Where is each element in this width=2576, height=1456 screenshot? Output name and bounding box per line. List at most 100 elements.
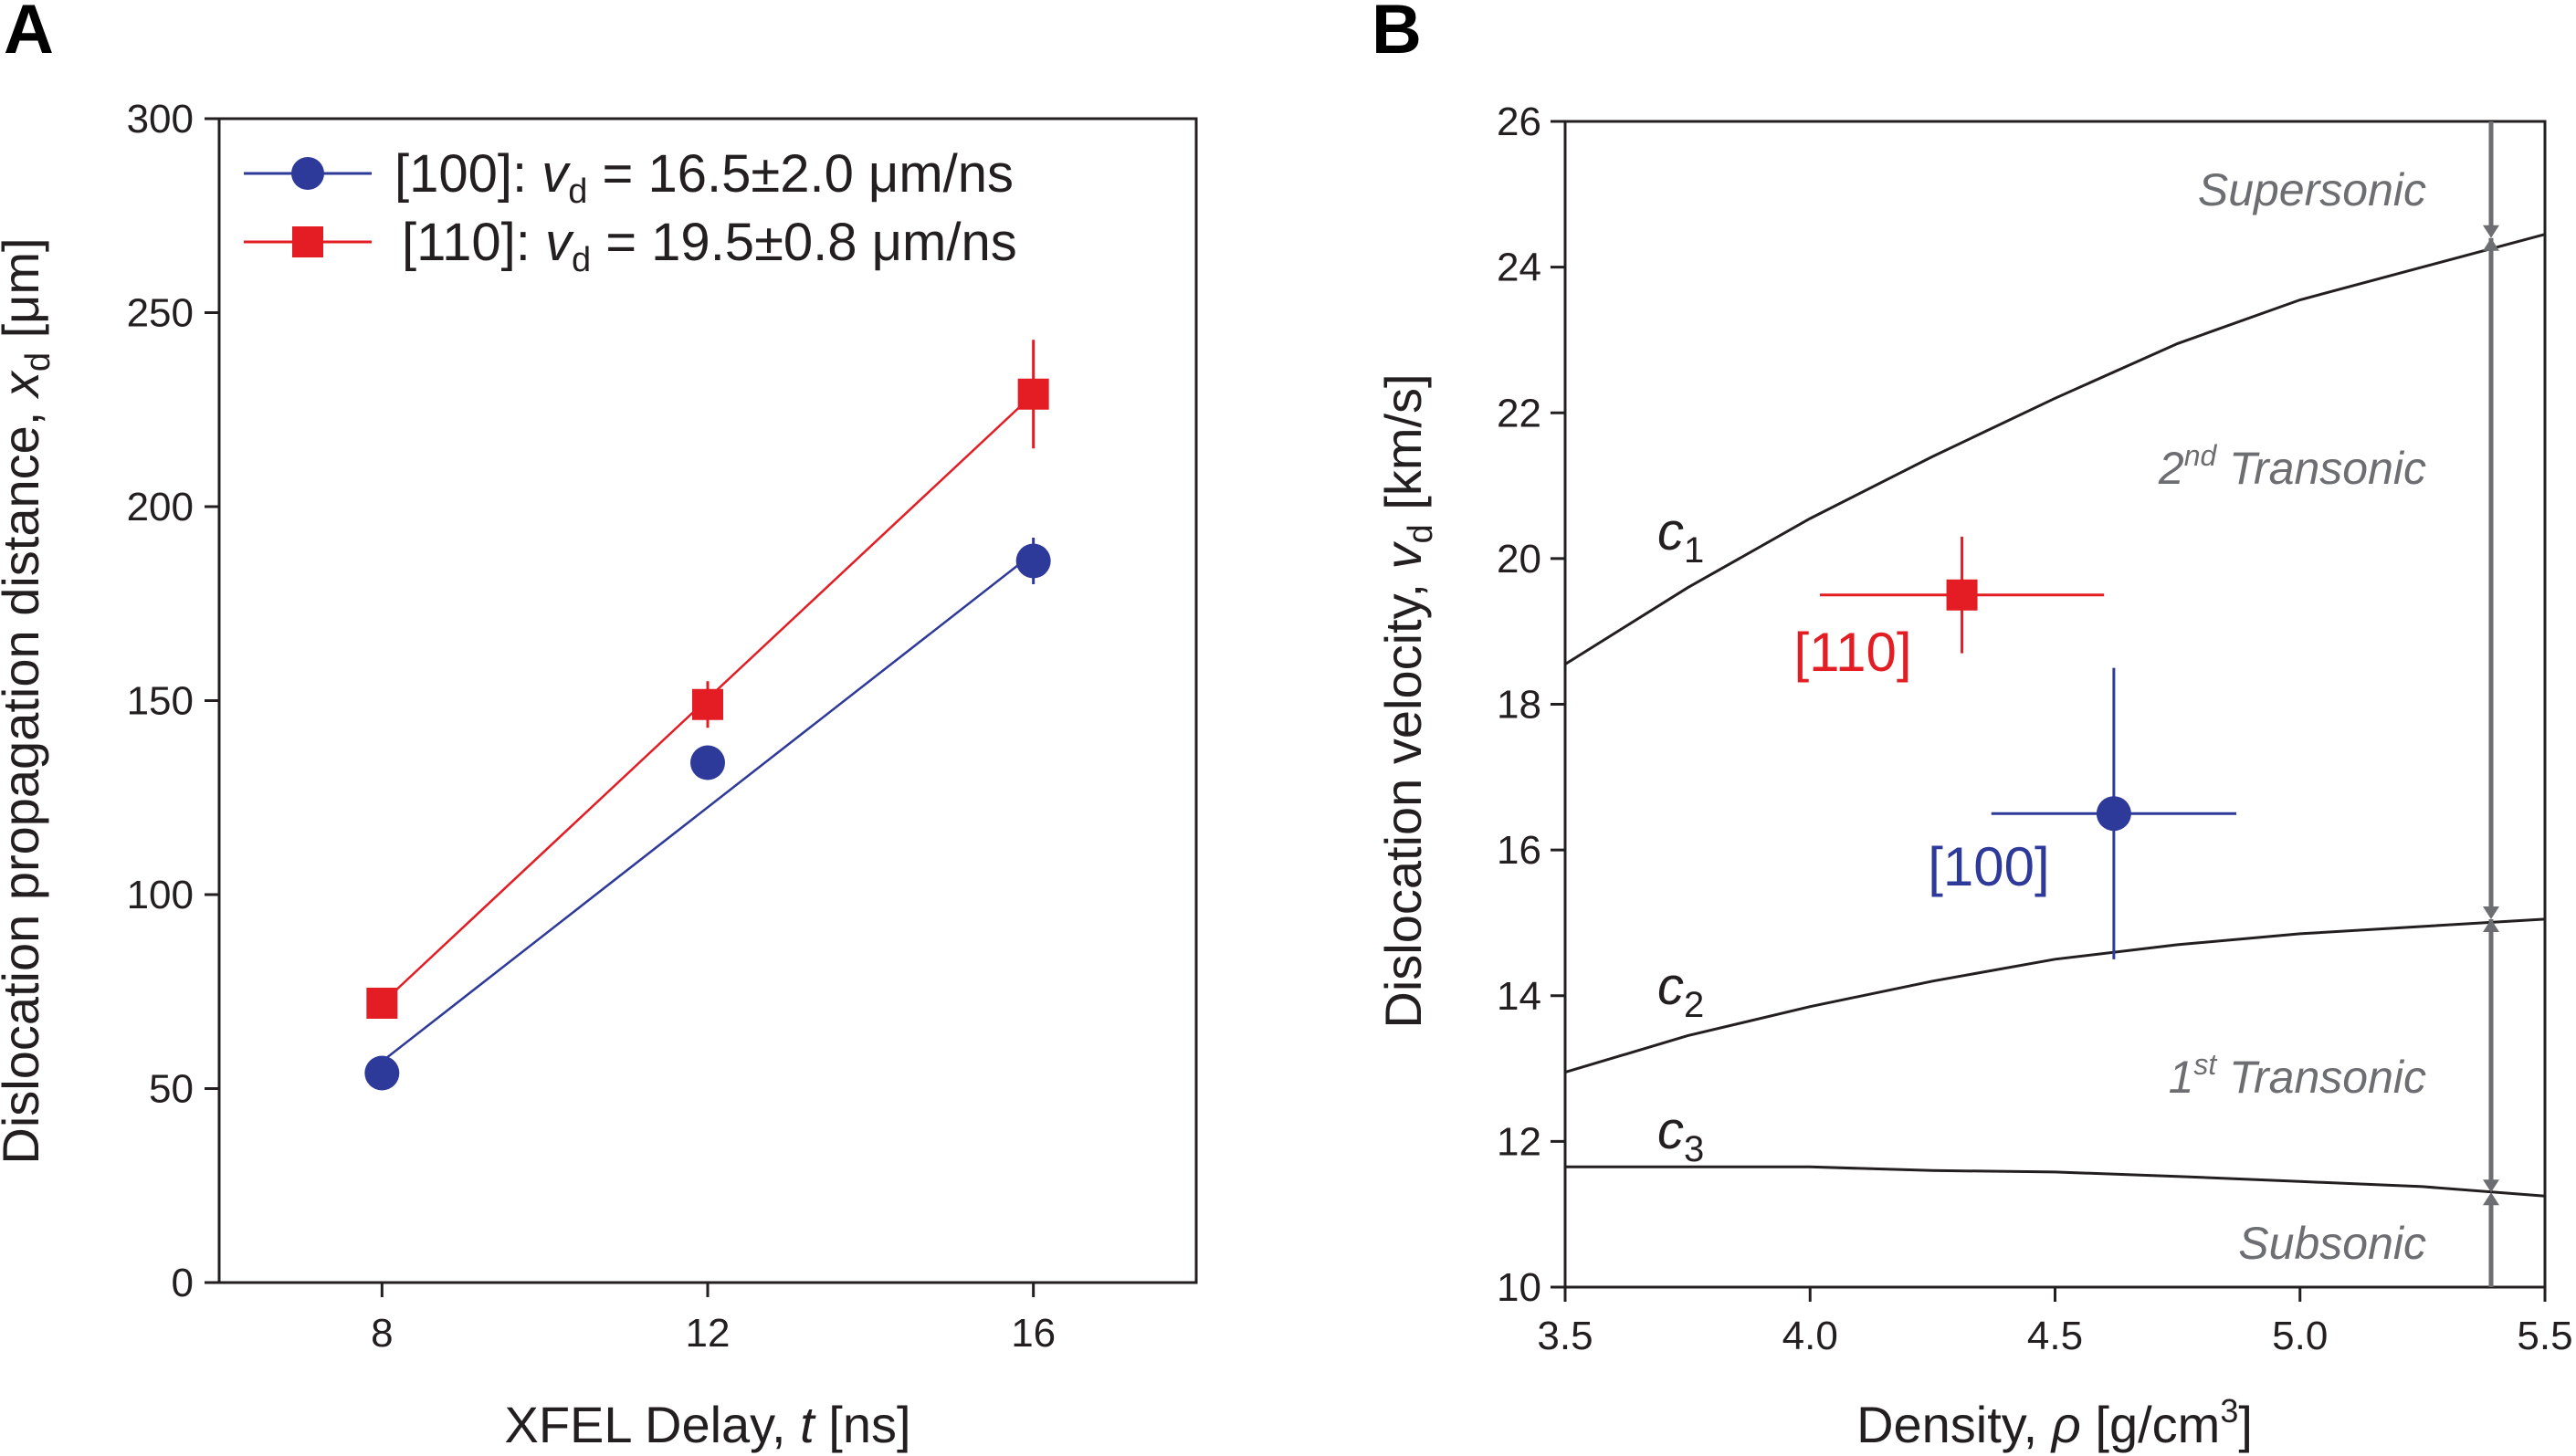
panel-b-letter: B (1372, 0, 1422, 68)
panel-b-ylabel-sub: d (1402, 524, 1440, 543)
regime-arrow-head-1st-transonic-start (2482, 918, 2499, 932)
panel-a-data (364, 340, 1051, 1091)
panel-b-y-tick-label-14: 14 (1497, 974, 1541, 1019)
curve-label-c1: c1 (1657, 502, 1704, 571)
panel-a-y-tick-label-100: 100 (127, 873, 194, 917)
panel-b-data-points (1819, 536, 2237, 959)
regime-1-sup: nd (2184, 439, 2218, 472)
panel-b-ylabel-var: v (1374, 540, 1432, 569)
regime-arrow-head-subsonic-end (2482, 1192, 2499, 1206)
panel-a-legend: [100]: vd = 16.5±2.0 μm/ns [110]: vd = 1… (244, 144, 1017, 279)
c2-var: c (1657, 957, 1684, 1016)
fit-line-100 (381, 552, 1035, 1063)
data-point-100-0 (364, 1055, 400, 1091)
panel-b-y-tick-label-12: 12 (1497, 1119, 1541, 1164)
panel-b-y-tick-label-10: 10 (1497, 1265, 1541, 1310)
regime-label-subsonic: Subsonic (2238, 1218, 2426, 1269)
regime-arrow-head-2nd-transonic-end (2482, 906, 2499, 919)
data-point-110-0 (366, 988, 398, 1019)
regime-label-supersonic: Supersonic (2198, 164, 2426, 215)
panel-b-x-tick-label-3.5: 3.5 (1537, 1314, 1593, 1358)
panel-a-ylabel-sub: d (19, 352, 58, 372)
legend-110-colon: : (516, 213, 545, 272)
panel-b-xlabel-sup: 3 (2220, 1392, 2238, 1430)
panel-a-letter: A (4, 0, 54, 68)
curve-label-c3: c3 (1657, 1101, 1704, 1169)
panel-a-y-tick-label-250: 250 (127, 291, 194, 336)
panel-a-xlabel-post: [ns] (815, 1396, 911, 1453)
legend-100-dir: [100] (394, 144, 512, 204)
panel-b-x-tick-label-4: 4.0 (1782, 1314, 1838, 1358)
regime-2-post: Transonic (2216, 1052, 2426, 1103)
panel-a-x-tick-label-12: 12 (686, 1311, 731, 1356)
panel-b-curves (1564, 120, 2546, 1198)
panel-b-y-axis-label: Dislocation velocity, vd [km/s] (1374, 373, 1440, 1028)
panel-a-y-axis-label: Dislocation propagation distance, xd [μm… (0, 237, 58, 1164)
panel-a-y-tick-label-50: 50 (149, 1067, 194, 1112)
curve-c1 (1564, 233, 2546, 665)
regime-3-pre: Subsonic (2238, 1218, 2426, 1269)
curve-c3 (1565, 1165, 2546, 1198)
panel-b-y-tick-label-20: 20 (1497, 537, 1541, 581)
panel-a-x-tick-label-8: 8 (371, 1311, 393, 1356)
data-point-100-1 (690, 745, 725, 780)
regime-arrow-head-2nd-transonic-start (2482, 237, 2499, 251)
c2-sub: 2 (1684, 985, 1704, 1025)
regime-label-2nd-transonic: 2nd Transonic (2158, 439, 2426, 494)
panel-a-ylabel-pre: Dislocation propagation distance, (0, 397, 49, 1165)
data-point-110 (1946, 579, 1978, 611)
panel-a-xlabel-var: t (800, 1396, 816, 1453)
legend-entry-100: [100]: vd = 16.5±2.0 μm/ns (394, 144, 1014, 211)
panel-b-xlabel-post: [g/cm (2081, 1396, 2220, 1453)
legend-marker-square (292, 226, 323, 257)
panel-b-y-tick-label-24: 24 (1497, 246, 1541, 290)
regime-2-pre: 1 (2169, 1052, 2194, 1103)
panel-b-plot-frame (1563, 120, 2547, 1289)
curve-label-c2: c2 (1657, 957, 1704, 1025)
regime-arrow-head-1st-transonic-end (2482, 1179, 2499, 1193)
legend-100-var: v (541, 144, 571, 204)
data-point-100-2 (1015, 543, 1051, 579)
c1-sub: 1 (1684, 530, 1704, 571)
legend-100-sub: d (568, 173, 587, 211)
panel-a-y-tick-label-150: 150 (127, 679, 194, 724)
data-point-100 (2096, 796, 2131, 832)
regime-1-post: Transonic (2216, 443, 2426, 494)
panel-b-y-tick-label-26: 26 (1497, 100, 1541, 144)
panel-b-xlabel-var: ρ (2050, 1396, 2081, 1453)
panel-b-x-tick-label-5: 5.0 (2272, 1314, 2328, 1358)
legend-110-eq: = 19.5±0.8 μm/ns (591, 213, 1017, 272)
point-label-100: [100] (1928, 836, 2049, 897)
regime-label-1st-transonic: 1st Transonic (2169, 1048, 2426, 1103)
data-point-110-2 (1017, 378, 1049, 410)
legend-100-eq: = 16.5±2.0 μm/ns (587, 144, 1014, 204)
legend-110-sub: d (572, 241, 591, 279)
c3-var: c (1657, 1101, 1684, 1160)
panel-b-xlabel-pre: Density, (1856, 1396, 2052, 1453)
legend-110-dir: [110] (402, 213, 516, 272)
panel-b-y-tick-label-16: 16 (1497, 828, 1541, 873)
panel-a-ylabel-var: x (0, 370, 49, 400)
panel-b-y-tick-label-22: 22 (1497, 391, 1541, 435)
panel-b-x-tick-label-4.5: 4.5 (2027, 1314, 2083, 1358)
legend-100-colon: : (512, 144, 541, 204)
panel-a-xlabel-pre: XFEL Delay, (504, 1396, 800, 1453)
panel-b-y-tick-label-18: 18 (1497, 683, 1541, 728)
regime-arrow-head-supersonic-end (2482, 225, 2499, 238)
point-label-110: [110] (1794, 622, 1912, 683)
panel-a-y-tick-label-200: 200 (127, 485, 194, 529)
curve-c2 (1564, 917, 2546, 1074)
panel-b-x-axis-label: Density, ρ [g/cm3] (1856, 1392, 2253, 1453)
panel-b-ylabel-pre: Dislocation velocity, (1374, 569, 1432, 1028)
c3-sub: 3 (1684, 1129, 1704, 1169)
regime-0-pre: Supersonic (2198, 164, 2426, 215)
panel-a-y-tick-label-0: 0 (172, 1261, 194, 1305)
legend-110-var: v (545, 213, 574, 272)
c1-var: c (1657, 502, 1684, 561)
panel-b-regime-arrows (2482, 121, 2499, 1287)
panel-b-x-tick-label-5.5: 5.5 (2517, 1314, 2572, 1358)
